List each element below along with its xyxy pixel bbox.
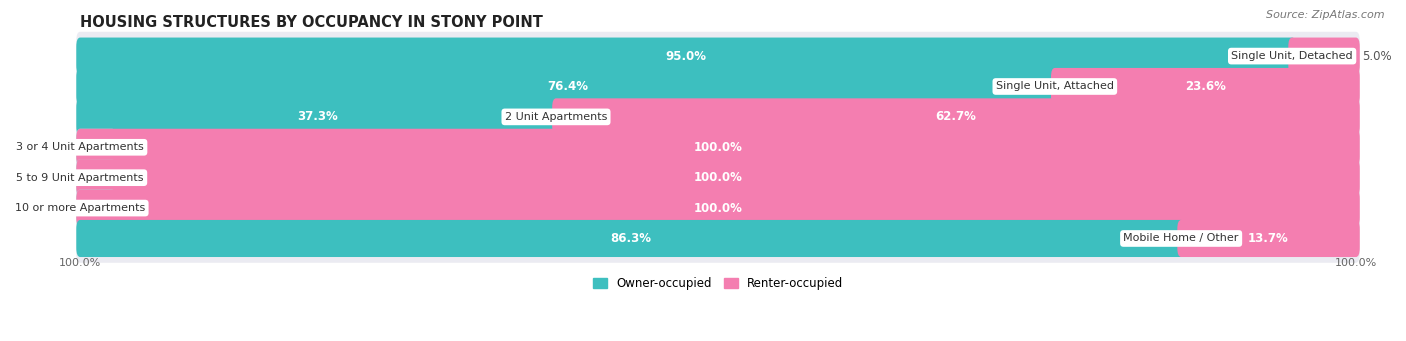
FancyBboxPatch shape: [76, 68, 1059, 105]
Text: 100.0%: 100.0%: [693, 202, 742, 214]
Text: 0.0%: 0.0%: [89, 171, 118, 184]
Text: HOUSING STRUCTURES BY OCCUPANCY IN STONY POINT: HOUSING STRUCTURES BY OCCUPANCY IN STONY…: [80, 15, 543, 30]
FancyBboxPatch shape: [76, 190, 1360, 227]
Legend: Owner-occupied, Renter-occupied: Owner-occupied, Renter-occupied: [588, 272, 848, 295]
FancyBboxPatch shape: [76, 220, 1185, 257]
FancyBboxPatch shape: [76, 32, 1360, 80]
FancyBboxPatch shape: [1288, 38, 1360, 75]
FancyBboxPatch shape: [76, 62, 1360, 111]
FancyBboxPatch shape: [553, 98, 1360, 135]
FancyBboxPatch shape: [76, 214, 1360, 263]
Text: 100.0%: 100.0%: [693, 141, 742, 154]
Text: 95.0%: 95.0%: [665, 49, 707, 63]
FancyBboxPatch shape: [76, 153, 1360, 202]
Text: 10 or more Apartments: 10 or more Apartments: [15, 203, 145, 213]
FancyBboxPatch shape: [76, 38, 1296, 75]
Text: 37.3%: 37.3%: [298, 110, 339, 123]
Text: 5 to 9 Unit Apartments: 5 to 9 Unit Apartments: [17, 173, 143, 183]
Text: Mobile Home / Other: Mobile Home / Other: [1123, 234, 1239, 243]
Text: 62.7%: 62.7%: [935, 110, 976, 123]
FancyBboxPatch shape: [76, 123, 1360, 172]
Text: Single Unit, Attached: Single Unit, Attached: [995, 81, 1114, 91]
Text: 5.0%: 5.0%: [1362, 49, 1392, 63]
FancyBboxPatch shape: [1052, 68, 1360, 105]
FancyBboxPatch shape: [76, 129, 115, 166]
FancyBboxPatch shape: [76, 190, 115, 227]
Text: 0.0%: 0.0%: [89, 202, 118, 214]
Text: Single Unit, Detached: Single Unit, Detached: [1232, 51, 1353, 61]
FancyBboxPatch shape: [76, 98, 560, 135]
Text: 2 Unit Apartments: 2 Unit Apartments: [505, 112, 607, 122]
Text: 86.3%: 86.3%: [610, 232, 651, 245]
Text: 23.6%: 23.6%: [1185, 80, 1226, 93]
Text: 100.0%: 100.0%: [693, 171, 742, 184]
FancyBboxPatch shape: [76, 129, 1360, 166]
Text: Source: ZipAtlas.com: Source: ZipAtlas.com: [1267, 10, 1385, 20]
FancyBboxPatch shape: [76, 92, 1360, 141]
FancyBboxPatch shape: [76, 159, 115, 196]
Text: 0.0%: 0.0%: [89, 141, 118, 154]
Text: 3 or 4 Unit Apartments: 3 or 4 Unit Apartments: [17, 142, 143, 152]
FancyBboxPatch shape: [76, 184, 1360, 233]
FancyBboxPatch shape: [1177, 220, 1360, 257]
Text: 13.7%: 13.7%: [1249, 232, 1289, 245]
FancyBboxPatch shape: [76, 159, 1360, 196]
Text: 76.4%: 76.4%: [547, 80, 588, 93]
